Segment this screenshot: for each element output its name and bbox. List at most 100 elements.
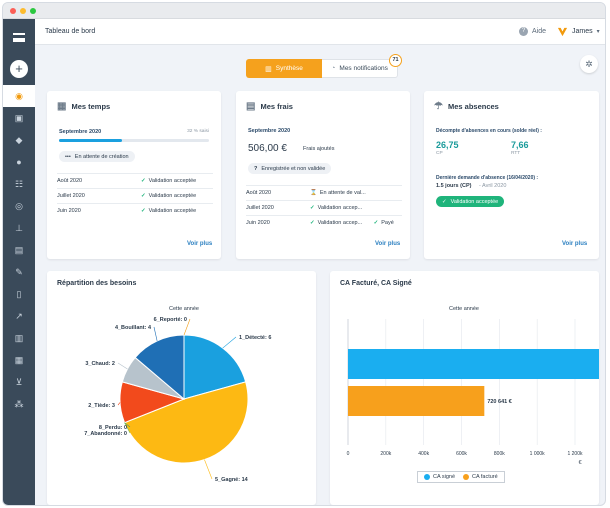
- calendar-check-icon: ▣: [14, 112, 24, 123]
- edit-icon: ✎: [15, 266, 23, 277]
- question-icon: ?: [254, 165, 258, 172]
- pie-leader-line: [124, 422, 131, 434]
- window-titlebar: [3, 3, 605, 19]
- tab-synthese[interactable]: ▥ Synthèse: [246, 59, 322, 78]
- hourglass-icon: ⌛: [310, 189, 317, 196]
- besoins-title: Répartition des besoins: [57, 280, 137, 287]
- sidebar-item-clients[interactable]: ●: [3, 151, 35, 173]
- sidebar-item-dashboard[interactable]: ◉: [3, 85, 35, 107]
- tab-notifications-label: Mes notifications: [339, 65, 388, 72]
- close-window-button[interactable]: [10, 8, 16, 14]
- pie-label: 6_Reporté: 0: [154, 317, 187, 323]
- user-logo-icon: [557, 27, 568, 37]
- mes-frais-title: Mes frais: [260, 102, 293, 111]
- pie-label: 8_Perdu: 0: [99, 425, 127, 431]
- mes-temps-status-label: En attente de création: [74, 153, 129, 160]
- table-row[interactable]: Août 2020 ⌛ En attente de val...: [246, 185, 402, 199]
- chart-line-icon: ↗: [15, 310, 23, 321]
- table-row[interactable]: Juin 2020 ✓ Validation acceptée: [57, 203, 213, 217]
- target-icon: ◎: [15, 200, 23, 211]
- legend-dot: [424, 474, 430, 480]
- help-label: Aide: [532, 28, 547, 35]
- mes-temps-title: Mes temps: [71, 102, 111, 111]
- chart-icon: ▥: [265, 65, 272, 73]
- pie-leader-line: [222, 336, 237, 349]
- mes-temps-status-pill: ••• En attente de création: [59, 151, 135, 162]
- legend-item[interactable]: CA facturé: [463, 474, 498, 480]
- notifications-count-badge: 71: [389, 54, 402, 67]
- legend-label: CA signé: [433, 474, 456, 480]
- mes-frais-voir-plus-link[interactable]: Voir plus: [375, 241, 401, 247]
- legend-item[interactable]: CA signé: [424, 474, 455, 480]
- settings-button[interactable]: ✲: [580, 55, 598, 73]
- sidebar-item-pins[interactable]: ⊥: [3, 217, 35, 239]
- table-row[interactable]: Juillet 2020 ✓ Validation accep...: [246, 200, 402, 214]
- user-menu[interactable]: James ▾: [557, 26, 600, 37]
- absences-cp-label: CP: [436, 151, 443, 156]
- bar-subtitle: Cette année: [449, 306, 479, 312]
- pie-slice-4-bouillant[interactable]: [134, 334, 185, 401]
- sidebar-item-documents[interactable]: ▯: [3, 283, 35, 305]
- sidebar-item-learning[interactable]: ◆: [3, 129, 35, 151]
- zoom-window-button[interactable]: [30, 8, 36, 14]
- add-button[interactable]: +: [10, 60, 28, 78]
- check-icon: ✓: [141, 192, 146, 199]
- dashboard-icon: ◉: [15, 90, 23, 101]
- briefcase-icon: ▤: [14, 244, 24, 255]
- sidebar-item-network[interactable]: ⁂: [3, 393, 35, 415]
- sidebar-item-org[interactable]: ☷: [3, 173, 35, 195]
- x-tick-label: 800k: [494, 451, 505, 457]
- bar-ca-factur-[interactable]: [348, 386, 485, 416]
- tab-notifications[interactable]: ◔ Mes notifications 71: [322, 54, 402, 78]
- bell-icon: ◔: [331, 65, 336, 72]
- pie-label: 5_Gagné: 14: [215, 477, 249, 483]
- sidebar: + ◉ ▣ ◆ ● ☷ ◎ ⊥ ▤ ✎ ▯ ↗ ▥ ▦ ⊻ ⁂: [3, 19, 35, 505]
- help-link[interactable]: ? Aide: [519, 27, 546, 36]
- minimize-window-button[interactable]: [20, 8, 26, 14]
- pie-slice-5-gagn-[interactable]: [123, 381, 249, 464]
- check-icon: ✓: [141, 207, 146, 214]
- sidebar-item-timesheet[interactable]: ▣: [3, 107, 35, 129]
- absences-decompte-label: Décompte d'absences en cours (solde réel…: [436, 128, 542, 134]
- x-tick-label: 0: [347, 451, 350, 457]
- user-name: James: [572, 28, 593, 35]
- mes-absences-voir-plus-link[interactable]: Voir plus: [562, 241, 588, 247]
- pie-label: 3_Chaud: 2: [85, 361, 115, 367]
- row-month: Août 2020: [246, 189, 272, 196]
- ca-bar-chart: Cette année 1 879 216 €720 641 € 0200k40…: [347, 306, 599, 466]
- gear-icon: ✲: [585, 59, 593, 69]
- table-row[interactable]: Juin 2020 ✓ Validation accep... ✓ Payé: [246, 215, 402, 229]
- sidebar-item-briefcase[interactable]: ▤: [3, 239, 35, 261]
- pie-label: 2_Tiède: 3: [88, 403, 115, 409]
- sidebar-item-stats[interactable]: ↗: [3, 305, 35, 327]
- row-status: Validation acceptée: [148, 207, 197, 214]
- mes-temps-voir-plus-link[interactable]: Voir plus: [187, 241, 213, 247]
- people-icon: ●: [16, 157, 22, 167]
- check-icon: ✓: [310, 219, 315, 226]
- mes-temps-progress-bar: [59, 139, 209, 142]
- absences-status-label: Validation acceptée: [450, 198, 499, 205]
- sidebar-item-buildings[interactable]: ▦: [3, 349, 35, 371]
- sidebar-item-edit[interactable]: ✎: [3, 261, 35, 283]
- sidebar-item-invoices[interactable]: ▥: [3, 327, 35, 349]
- table-row[interactable]: Août 2020 ✓ Validation acceptée: [57, 173, 213, 187]
- absences-derniere-label: Dernière demande d'absence (16/04/2020) …: [436, 175, 539, 181]
- pie-slice-1-d-tect-[interactable]: [183, 334, 247, 400]
- row-month: Juin 2020: [246, 219, 270, 226]
- card-repartition-besoins: Répartition des besoins Cette année 1_Dé…: [47, 271, 316, 505]
- row-status: Validation acceptée: [148, 192, 197, 199]
- pie-leader-line: [204, 459, 213, 480]
- menu-icon[interactable]: [13, 33, 25, 42]
- pie-leader-line: [117, 362, 128, 370]
- card-title: ☂ Mes absences: [434, 101, 499, 112]
- absences-derniere-period: - Avril 2020: [479, 183, 507, 189]
- table-row[interactable]: Juillet 2020 ✓ Validation acceptée: [57, 188, 213, 202]
- card-mes-temps: ▦ Mes temps Septembre 2020 32 % saisi: [47, 91, 221, 259]
- x-tick-label: 600k: [456, 451, 467, 457]
- absences-cp-value: 26,75: [436, 140, 459, 150]
- bar-ca-sign-[interactable]: [348, 349, 599, 379]
- sidebar-item-cart[interactable]: ⊻: [3, 371, 35, 393]
- pie-label: 7_Abandonné: 0: [84, 431, 127, 437]
- sidebar-item-targets[interactable]: ◎: [3, 195, 35, 217]
